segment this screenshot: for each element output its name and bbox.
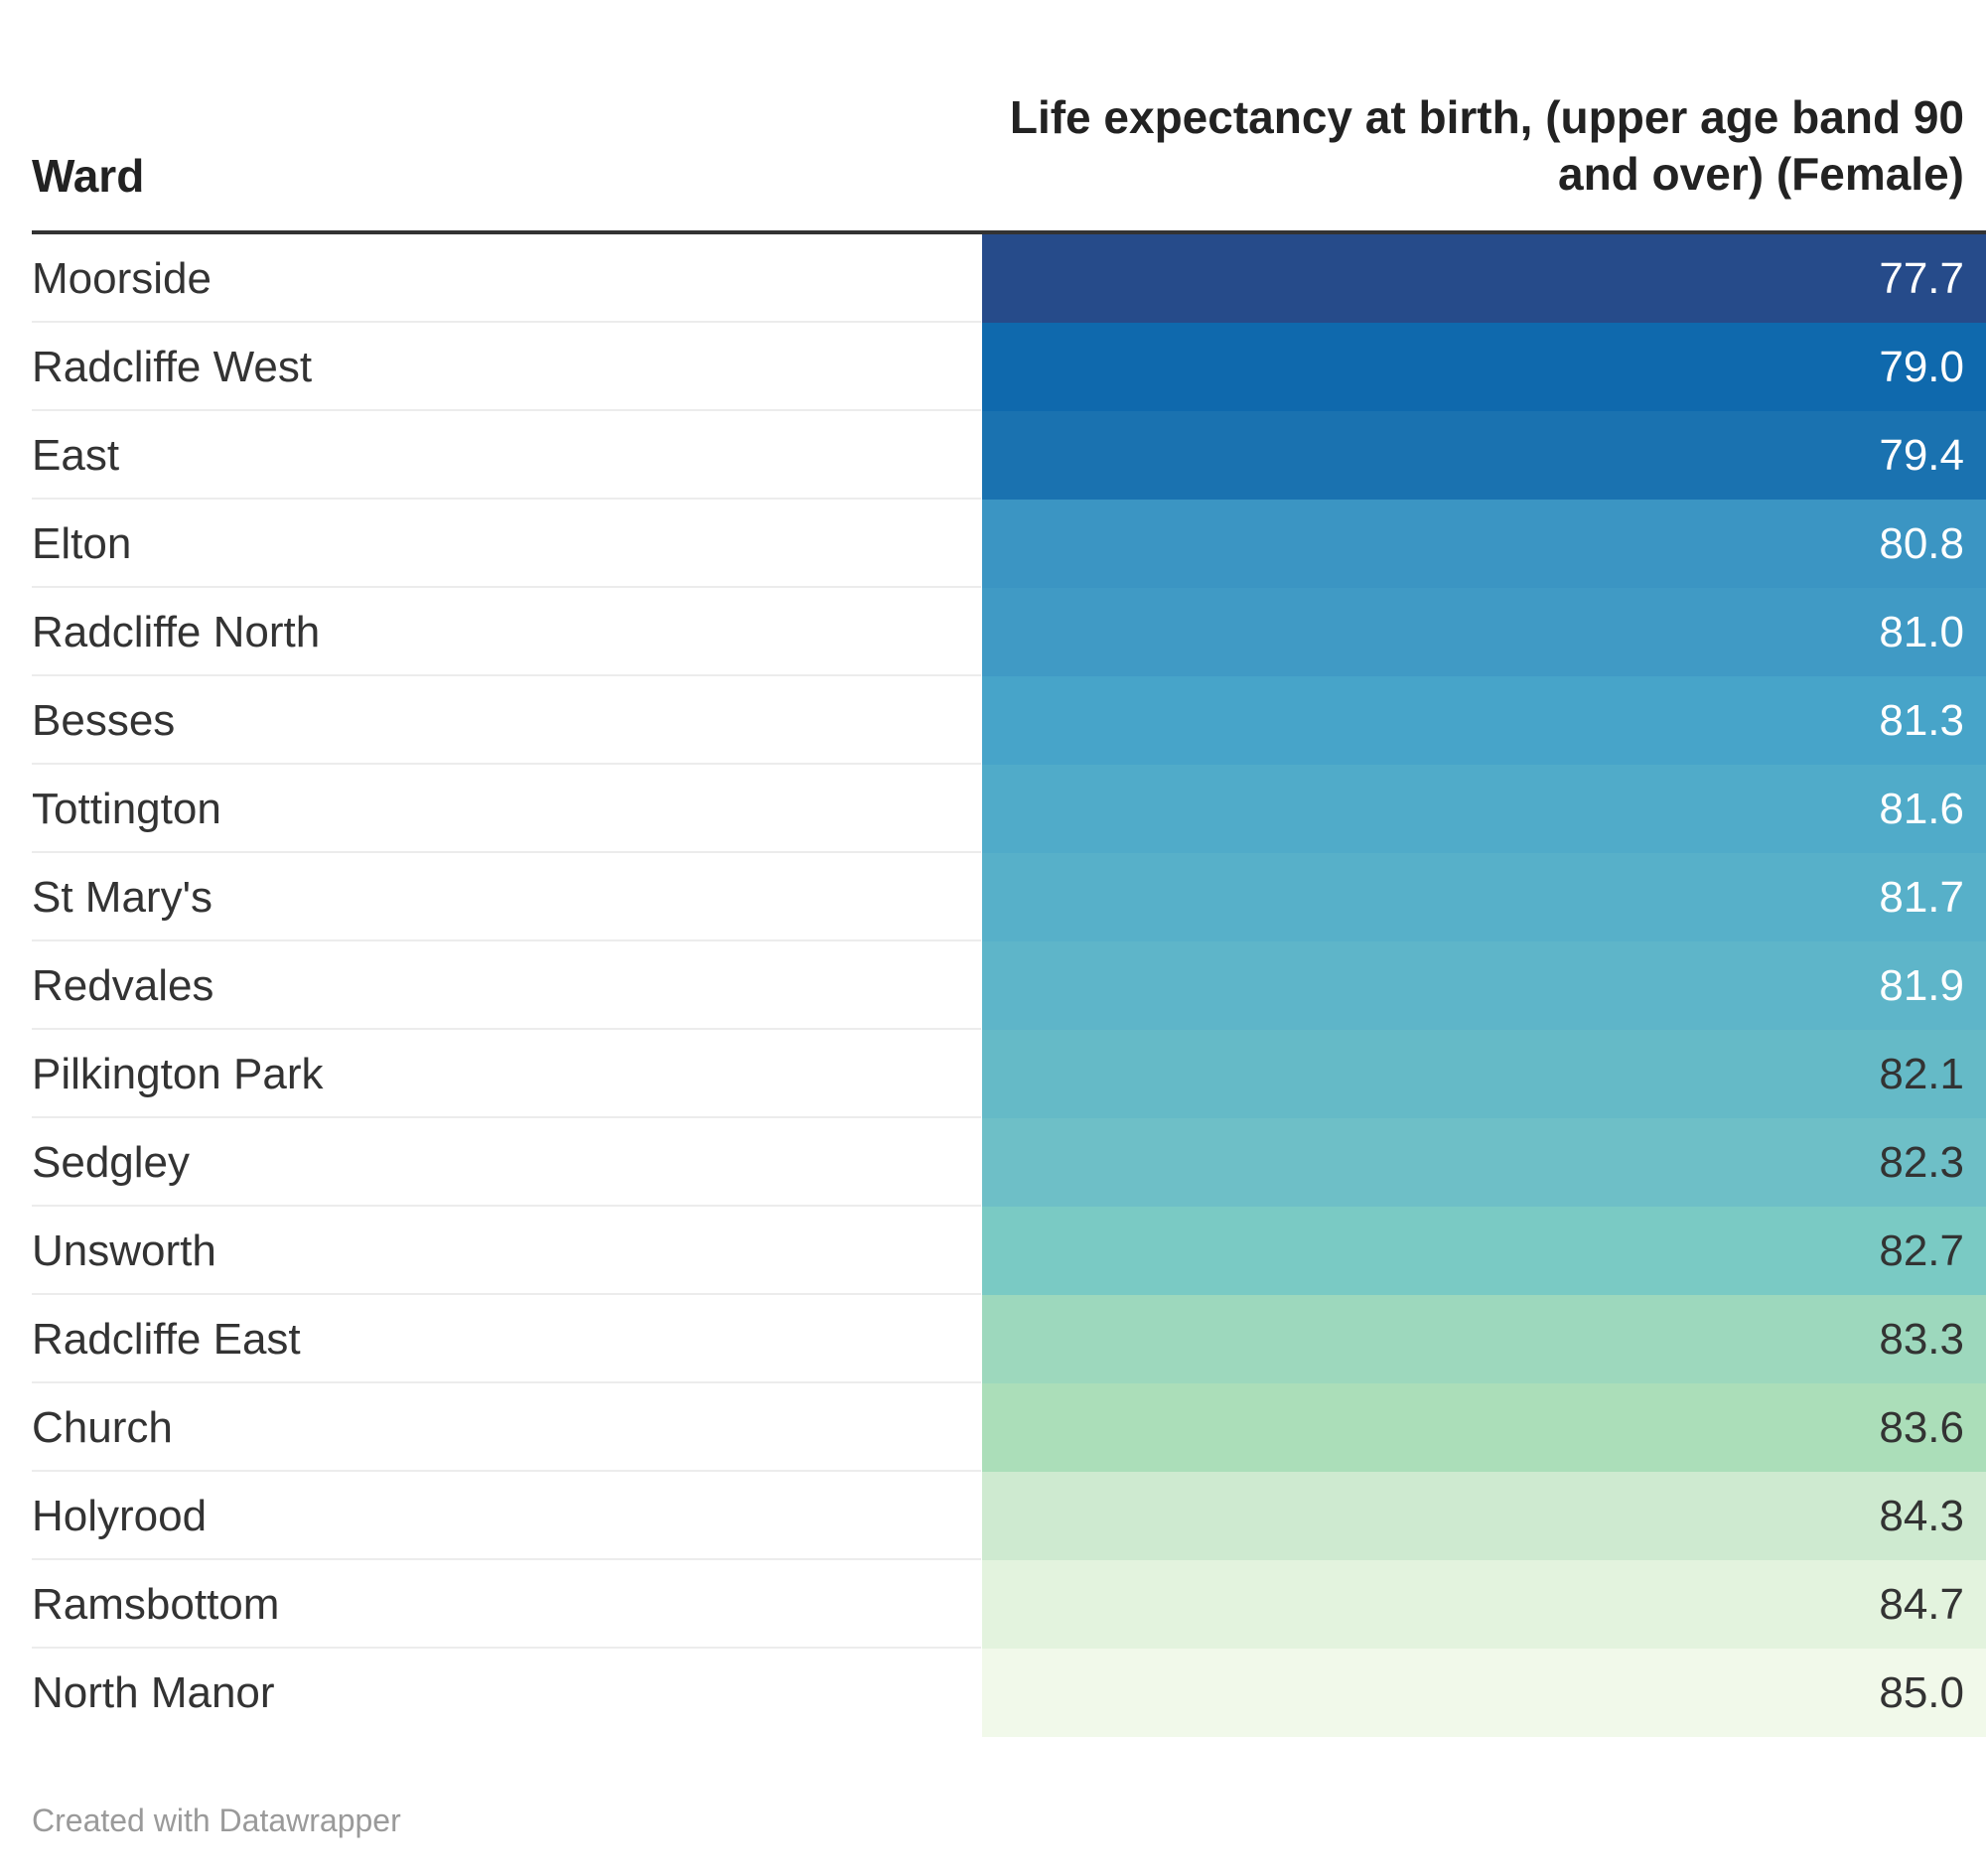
value-heat-cell: 83.3 bbox=[982, 1295, 1986, 1383]
value-heat-cell: 82.3 bbox=[982, 1118, 1986, 1207]
table-row: Pilkington Park 82.1 bbox=[32, 1030, 1986, 1118]
ward-name-cell: East bbox=[32, 431, 120, 480]
life-expectancy-value: 82.7 bbox=[1879, 1227, 1964, 1275]
datawrapper-table: Ward Life expectancy at birth, (upper ag… bbox=[32, 0, 1986, 1737]
life-expectancy-value: 81.7 bbox=[1879, 873, 1964, 922]
life-expectancy-value: 84.3 bbox=[1879, 1492, 1964, 1540]
value-heat-cell: 81.6 bbox=[982, 765, 1986, 853]
life-expectancy-column-header: Life expectancy at birth, (upper age ban… bbox=[1009, 91, 1964, 200]
life-expectancy-value: 82.3 bbox=[1879, 1138, 1964, 1187]
ward-column-header: Ward bbox=[32, 150, 145, 202]
life-expectancy-value: 77.7 bbox=[1879, 254, 1964, 303]
table-row: Holyrood 84.3 bbox=[32, 1472, 1986, 1560]
table-row: Radcliffe West 79.0 bbox=[32, 323, 1986, 411]
life-expectancy-value: 79.0 bbox=[1879, 343, 1964, 391]
table-body: Moorside 77.7 Radcliffe West 79.0 East 79.4 El… bbox=[32, 234, 1986, 1737]
life-expectancy-value: 81.3 bbox=[1879, 696, 1964, 745]
value-heat-cell: 82.1 bbox=[982, 1030, 1986, 1118]
table-row: Unsworth 82.7 bbox=[32, 1207, 1986, 1295]
ward-name-cell: Sedgley bbox=[32, 1138, 191, 1187]
value-heat-cell: 82.7 bbox=[982, 1207, 1986, 1295]
ward-name-cell: Radcliffe East bbox=[32, 1315, 301, 1364]
value-heat-cell: 81.3 bbox=[982, 676, 1986, 765]
table-row: Sedgley 82.3 bbox=[32, 1118, 1986, 1207]
ward-name-cell: Pilkington Park bbox=[32, 1050, 324, 1098]
value-heat-cell: 84.7 bbox=[982, 1560, 1986, 1649]
table-header: Ward Life expectancy at birth, (upper ag… bbox=[32, 0, 1986, 234]
ward-name-cell: Unsworth bbox=[32, 1227, 216, 1275]
ward-name-cell: North Manor bbox=[32, 1668, 275, 1717]
ward-name-cell: Besses bbox=[32, 696, 176, 745]
value-heat-cell: 77.7 bbox=[982, 234, 1986, 323]
ward-name-cell: Radcliffe North bbox=[32, 608, 321, 656]
value-heat-cell: 83.6 bbox=[982, 1383, 1986, 1472]
table-row: Radcliffe East 83.3 bbox=[32, 1295, 1986, 1383]
value-heat-cell: 84.3 bbox=[982, 1472, 1986, 1560]
ward-name-cell: Church bbox=[32, 1403, 173, 1452]
table-row: Moorside 77.7 bbox=[32, 234, 1986, 323]
ward-name-cell: St Mary's bbox=[32, 873, 213, 922]
value-heat-cell: 81.7 bbox=[982, 853, 1986, 941]
ward-name-cell: Redvales bbox=[32, 961, 214, 1010]
table-row: Redvales 81.9 bbox=[32, 941, 1986, 1030]
value-heat-cell: 79.4 bbox=[982, 411, 1986, 500]
table-row: Ramsbottom 84.7 bbox=[32, 1560, 1986, 1649]
table-row: East 79.4 bbox=[32, 411, 1986, 500]
life-expectancy-value: 79.4 bbox=[1879, 431, 1964, 480]
value-heat-cell: 80.8 bbox=[982, 500, 1986, 588]
table-row: Elton 80.8 bbox=[32, 500, 1986, 588]
life-expectancy-value: 85.0 bbox=[1879, 1668, 1964, 1717]
value-heat-cell: 81.9 bbox=[982, 941, 1986, 1030]
value-heat-cell: 81.0 bbox=[982, 588, 1986, 676]
datawrapper-credit: Created with Datawrapper bbox=[32, 1803, 401, 1838]
life-expectancy-value: 81.0 bbox=[1879, 608, 1964, 656]
table-row: North Manor 85.0 bbox=[32, 1649, 1986, 1737]
table-row: St Mary's 81.7 bbox=[32, 853, 1986, 941]
ward-name-cell: Ramsbottom bbox=[32, 1580, 280, 1629]
value-heat-cell: 79.0 bbox=[982, 323, 1986, 411]
life-expectancy-value: 83.3 bbox=[1879, 1315, 1964, 1364]
ward-name-cell: Tottington bbox=[32, 785, 221, 833]
table-row: Church 83.6 bbox=[32, 1383, 1986, 1472]
table-row: Radcliffe North 81.0 bbox=[32, 588, 1986, 676]
ward-name-cell: Holyrood bbox=[32, 1492, 208, 1540]
life-expectancy-value: 84.7 bbox=[1879, 1580, 1964, 1629]
life-expectancy-value: 80.8 bbox=[1879, 519, 1964, 568]
table-row: Tottington 81.6 bbox=[32, 765, 1986, 853]
life-expectancy-value: 81.9 bbox=[1879, 961, 1964, 1010]
life-expectancy-value: 82.1 bbox=[1879, 1050, 1964, 1098]
life-expectancy-value: 81.6 bbox=[1879, 785, 1964, 833]
ward-name-cell: Radcliffe West bbox=[32, 343, 313, 391]
table-row: Besses 81.3 bbox=[32, 676, 1986, 765]
ward-name-cell: Elton bbox=[32, 519, 132, 568]
ward-name-cell: Moorside bbox=[32, 254, 212, 303]
life-expectancy-value: 83.6 bbox=[1879, 1403, 1964, 1452]
value-heat-cell: 85.0 bbox=[982, 1649, 1986, 1737]
